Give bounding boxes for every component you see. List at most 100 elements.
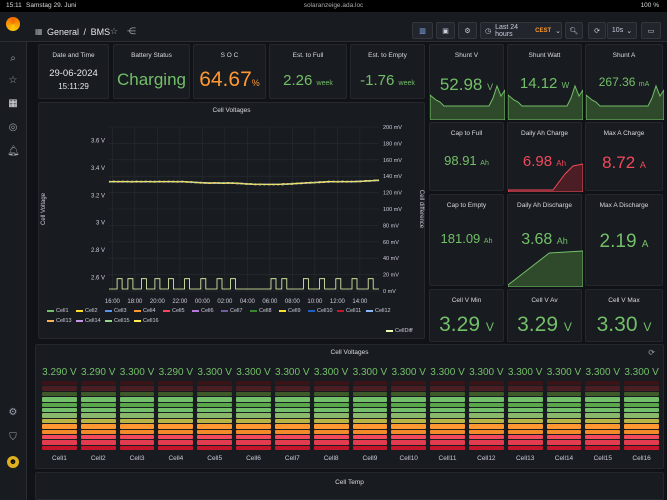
shield-icon[interactable]: ⛉ <box>9 432 17 443</box>
cell-value: 3.290 V <box>42 367 77 378</box>
legend-swatch <box>366 310 373 312</box>
time-range-picker[interactable]: ◷ Last 24 hours CEST ⌄ <box>480 22 562 39</box>
y2-axis-label: Cell difference <box>418 190 424 229</box>
timezone-label: CEST <box>535 27 552 34</box>
bar-segment <box>80 386 116 391</box>
cell-value: 3.300 V <box>585 367 621 378</box>
bar-segment <box>430 408 465 413</box>
save-button[interactable]: ▣ <box>436 22 455 39</box>
bar-segment <box>585 435 621 440</box>
shunt-watt-value: 14.12 <box>519 75 558 92</box>
starred-icon[interactable]: ☆ <box>8 75 18 86</box>
bar-segment <box>624 424 659 429</box>
bar-segment <box>42 445 77 451</box>
refresh-interval-picker[interactable]: 10s ⌄ <box>607 22 637 39</box>
cell-temp-title: Cell Temp <box>335 479 364 486</box>
legend-label: Cell16 <box>143 318 159 324</box>
bar-segment <box>80 429 116 434</box>
cell-min-value: 3.29 <box>439 313 480 336</box>
bar-segment <box>391 445 427 451</box>
legend-swatch <box>134 310 141 312</box>
bar-segment <box>352 402 388 407</box>
bar-segment <box>274 408 310 413</box>
bar-segment <box>546 418 582 424</box>
bar-segment <box>546 429 582 434</box>
search-icon[interactable]: ⌕ <box>10 53 16 64</box>
bar-segment <box>585 429 621 434</box>
y-tick-label: 2.8 V <box>91 248 105 254</box>
explore-icon[interactable]: ◎ <box>8 122 18 133</box>
bar-segment <box>585 381 621 386</box>
bars-title: Cell Voltages <box>330 349 369 356</box>
time-value: 15:11:29 <box>58 82 89 91</box>
cell-label: Cell13 <box>515 455 535 462</box>
bar-segment <box>507 429 543 434</box>
legend-swatch <box>105 320 112 322</box>
bar-segment <box>624 397 659 402</box>
cell-value: 3.300 V <box>119 367 155 378</box>
panel-est-empty: Est. to Empty -1.76 week <box>350 44 425 99</box>
y2-tick-label: 200 mV <box>383 125 402 131</box>
zoom-out-button[interactable]: 🔍︎ <box>565 22 583 39</box>
bar-segment <box>42 424 77 429</box>
star-icon[interactable]: ☆ <box>110 26 119 36</box>
cell-bar-gauge: 3.300 V Cell13 <box>506 367 545 467</box>
settings-button[interactable]: ⚙ <box>458 22 477 39</box>
bar-segment <box>274 445 310 451</box>
bar-segment <box>468 391 504 397</box>
bar-segment <box>80 397 116 402</box>
bar-segment <box>507 402 543 407</box>
bar-segment <box>42 408 77 413</box>
panel-battery-status: Battery Status Charging <box>113 44 190 99</box>
refresh-button[interactable]: ⟳ <box>588 22 606 39</box>
bar-segment <box>352 381 388 386</box>
bar-segment <box>352 445 388 451</box>
legend-label: Cell7 <box>230 308 243 314</box>
x-tick-label: 20:00 <box>150 299 166 305</box>
breadcrumb-page[interactable]: BMS <box>90 27 111 37</box>
bar-segment <box>430 435 465 440</box>
url-label[interactable]: solaranzeige.ada.loc <box>303 2 364 9</box>
grafana-logo-icon[interactable] <box>6 17 20 31</box>
cell-voltage-chart-svg[interactable]: 16:00 18:00 20:00 22:00 00:00 02:00 04:00 06:00… <box>39 103 426 340</box>
bar-segment <box>42 413 77 418</box>
bar-segment <box>585 418 621 424</box>
x-tick-label: 18:00 <box>127 299 143 305</box>
cell-bar-gauge: 3.300 V Cell9 <box>351 367 390 467</box>
cell-max-value: 3.30 <box>596 313 638 336</box>
add-panel-button[interactable]: ▥ <box>412 22 433 39</box>
bar-segment <box>352 418 388 424</box>
dashboards-icon[interactable]: ▦ <box>8 98 18 109</box>
cell-label: Cell16 <box>632 455 651 462</box>
est-full-value: 2.26 <box>283 72 313 89</box>
bar-segment <box>236 397 271 402</box>
breadcrumb-home[interactable]: General <box>47 27 80 37</box>
panel-soc: S O C 64.67% <box>193 44 266 99</box>
cap-full-unit: Ah <box>480 160 489 167</box>
bar-segment <box>391 391 427 397</box>
user-avatar[interactable]: ☻ <box>7 456 19 468</box>
cell-label: Cell5 <box>207 455 223 462</box>
bar-segment <box>197 435 233 440</box>
panel-cell-max: Cell V Max 3.30 V <box>585 289 663 342</box>
legend-swatch <box>76 320 83 322</box>
bar-segment <box>158 435 194 440</box>
share-icon[interactable]: ⋲ <box>127 26 136 36</box>
cell-bar-gauge: 3.300 V Cell10 <box>389 367 428 467</box>
bar-segment <box>158 386 194 391</box>
bar-segment <box>313 397 349 402</box>
bar-segment <box>468 429 504 434</box>
bar-segment <box>624 445 659 451</box>
est-empty-value: -1.76 <box>360 72 395 89</box>
legend-label: Cell13 <box>56 318 72 324</box>
legend-label: Cell9 <box>288 308 301 314</box>
bar-segment <box>391 397 427 402</box>
refresh-icon[interactable]: ⟳ <box>648 348 655 357</box>
config-gear-icon[interactable]: ⚙ <box>8 407 18 418</box>
tv-mode-button[interactable]: ▭ <box>641 22 661 39</box>
bar-segment <box>468 435 504 440</box>
bell-icon[interactable]: 🔔︎ <box>7 146 20 157</box>
cell-label: Cell2 <box>90 455 106 462</box>
bar-segment <box>430 397 465 402</box>
bar-segment <box>274 391 310 397</box>
